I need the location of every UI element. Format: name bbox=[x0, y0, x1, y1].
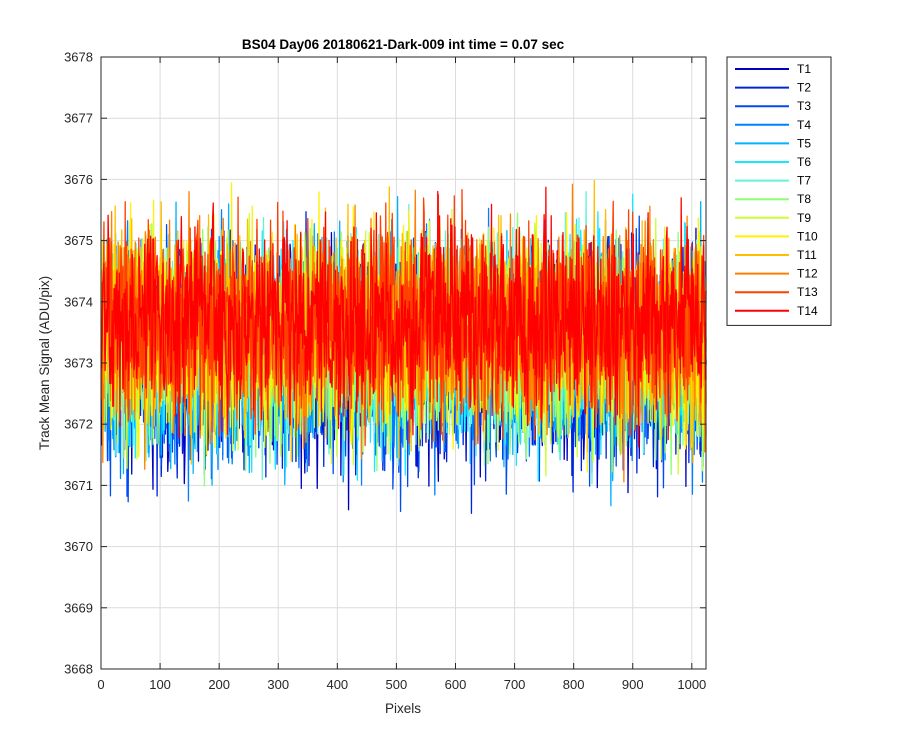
legend-entry-label: T13 bbox=[797, 285, 818, 299]
x-tick-label: 800 bbox=[563, 677, 585, 692]
legend-entry-label: T9 bbox=[797, 211, 811, 225]
y-tick-label: 3677 bbox=[64, 111, 93, 126]
x-tick-label: 400 bbox=[326, 677, 348, 692]
legend-entry-label: T10 bbox=[797, 229, 818, 243]
legend-entry-label: T14 bbox=[797, 304, 818, 318]
series-layer bbox=[100, 179, 707, 514]
legend-entry-label: T7 bbox=[797, 174, 811, 188]
y-tick-label: 3673 bbox=[64, 356, 93, 371]
x-tick-label: 700 bbox=[504, 677, 526, 692]
legend-entry-label: T4 bbox=[797, 118, 811, 132]
y-tick-label: 3668 bbox=[64, 662, 93, 677]
axis-ticks: 0 100 200 300 400 500 600 700 800 900 1000 3668 3669… bbox=[64, 50, 706, 693]
y-tick-label: 3671 bbox=[64, 478, 93, 493]
y-tick-label: 3670 bbox=[64, 539, 93, 554]
legend-entry-label: T11 bbox=[797, 248, 817, 262]
y-tick-label: 3672 bbox=[64, 417, 93, 432]
y-axis-label: Track Mean Signal (ADU/pix) bbox=[37, 276, 52, 450]
y-tick-label: 3676 bbox=[64, 172, 93, 187]
legend-entry-label: T2 bbox=[797, 81, 811, 95]
legend-entry-label: T12 bbox=[797, 267, 818, 281]
y-tick-label: 3675 bbox=[64, 233, 93, 248]
x-tick-label: 600 bbox=[445, 677, 467, 692]
legend-entry-label: T6 bbox=[797, 155, 811, 169]
legend-box bbox=[726, 56, 832, 326]
y-tick-label: 3674 bbox=[64, 294, 93, 309]
x-tick-label: 500 bbox=[386, 677, 408, 692]
series-line-t13 bbox=[100, 189, 707, 447]
y-tick-label: 3669 bbox=[64, 600, 93, 615]
legend-entry-label: T1 bbox=[797, 62, 811, 76]
legend-entry-label: T8 bbox=[797, 192, 811, 206]
legend: T1 T2 T3 T4 T5 T6 T7 T8 T9 T10 T11 T12 T13 T14 bbox=[726, 56, 832, 326]
x-tick-label: 1000 bbox=[677, 677, 706, 692]
x-tick-label: 900 bbox=[622, 677, 644, 692]
series-line-t14 bbox=[100, 186, 707, 448]
legend-entry-label: T3 bbox=[797, 99, 811, 113]
legend-entry-label: T5 bbox=[797, 136, 811, 150]
chart-title: BS04 Day06 20180621-Dark-009 int time = … bbox=[242, 37, 565, 52]
x-axis-label: Pixels bbox=[385, 701, 421, 716]
x-tick-label: 100 bbox=[149, 677, 171, 692]
x-tick-label: 200 bbox=[208, 677, 230, 692]
y-tick-label: 3678 bbox=[64, 50, 93, 65]
x-tick-label: 300 bbox=[267, 677, 289, 692]
x-tick-label: 0 bbox=[97, 677, 104, 692]
